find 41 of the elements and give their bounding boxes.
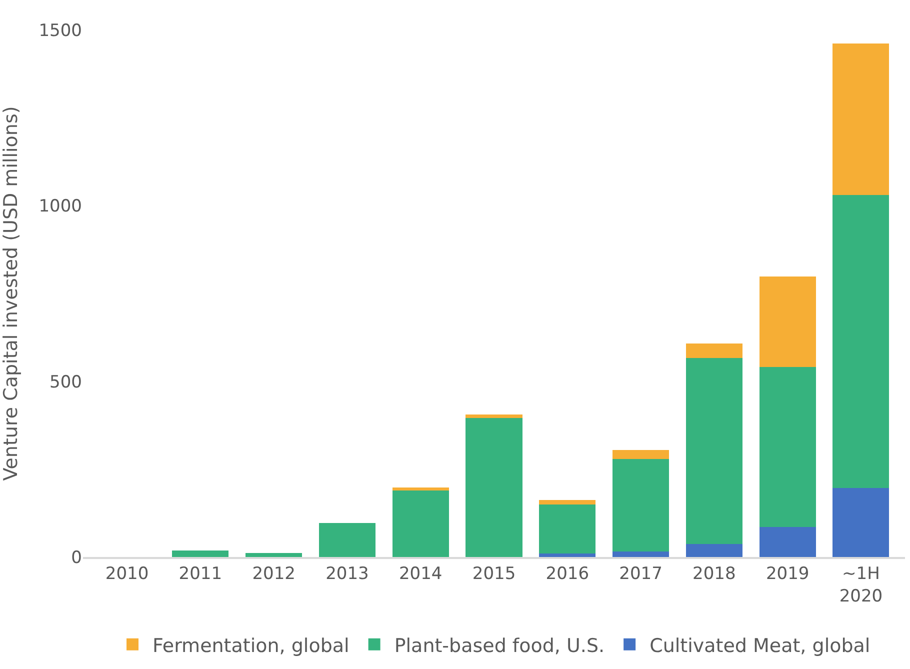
x-tick-label: 2019 (766, 564, 810, 584)
bar (539, 553, 596, 557)
legend-label: Fermentation, global (152, 634, 350, 657)
bar (686, 344, 742, 358)
bar (318, 522, 376, 557)
bar (466, 414, 522, 418)
x-tick-label: 2013 (326, 564, 369, 584)
x-tick-label: 2017 (619, 564, 662, 584)
bar (686, 544, 742, 557)
bar (686, 358, 742, 544)
legend-label: Plant-based food, U.S. (394, 634, 605, 657)
y-tick-label: 1000 (38, 196, 82, 217)
bar (759, 526, 816, 557)
bar (832, 195, 890, 488)
bar (612, 450, 670, 459)
bar (612, 458, 670, 552)
bar (759, 276, 816, 367)
bar (172, 550, 229, 557)
y-tick-label: 1500 (38, 20, 82, 41)
x-tick-label: 2011 (178, 564, 222, 584)
bar (392, 490, 449, 557)
bar (612, 551, 670, 557)
bar (466, 418, 522, 557)
y-tick-label: 0 (71, 548, 82, 568)
x-tick-label: 2012 (252, 564, 296, 584)
x-tick-label: 2010 (105, 564, 149, 584)
x-tick-label: 2014 (398, 564, 442, 584)
bar (832, 43, 890, 196)
legend-label: Cultivated Meat, global (650, 634, 870, 657)
y-axis-title: Venture Capital invested (USD millions) (0, 106, 22, 481)
x-tick-label: ~1H 2020 (839, 564, 883, 606)
bar (759, 366, 816, 527)
x-tick-label: 2018 (692, 564, 736, 584)
bar (832, 488, 890, 557)
bar (392, 487, 449, 490)
x-tick-label: 2015 (472, 564, 516, 584)
x-tick-label: 2016 (546, 564, 590, 584)
bar (246, 552, 302, 557)
bar (539, 504, 596, 554)
y-tick-label: 500 (50, 372, 82, 392)
bar (539, 500, 596, 505)
